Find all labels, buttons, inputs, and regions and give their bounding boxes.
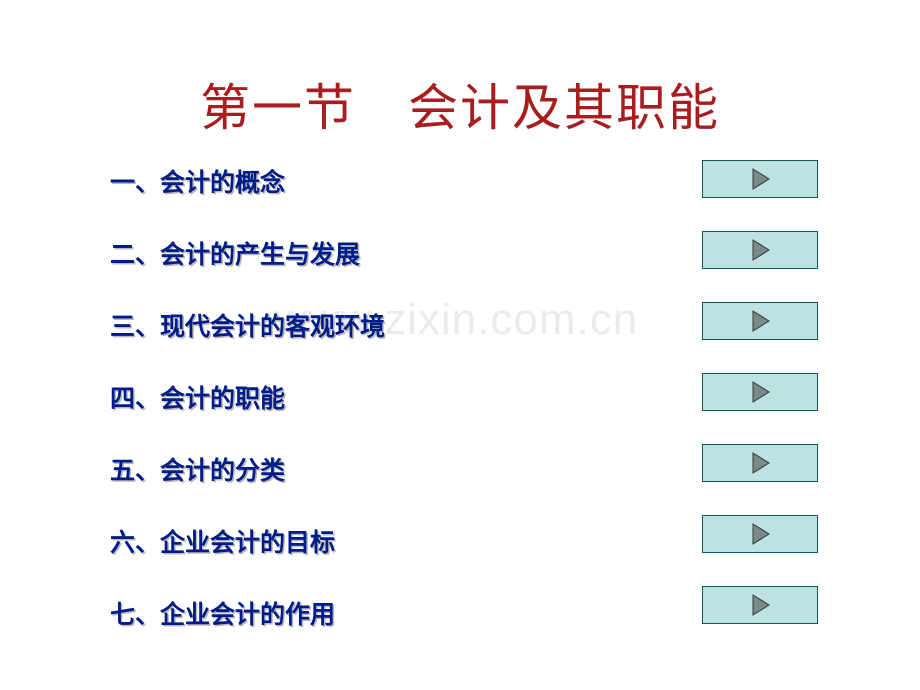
play-icon xyxy=(746,307,774,335)
play-icon xyxy=(746,236,774,264)
play-icon xyxy=(746,449,774,477)
nav-button[interactable] xyxy=(702,160,818,198)
slide-title: 第一节 会计及其职能 xyxy=(0,0,920,140)
play-icon xyxy=(746,378,774,406)
play-icon xyxy=(746,165,774,193)
play-icon xyxy=(746,591,774,619)
list-item: 二、会计的产生与发展 xyxy=(110,236,385,270)
list-item: 五、会计的分类 xyxy=(110,452,385,486)
item-label: 四、会计的职能 xyxy=(110,379,285,415)
item-label: 一、会计的概念 xyxy=(110,163,285,199)
list-item: 四、会计的职能 xyxy=(110,380,385,414)
item-label: 七、企业会计的作用 xyxy=(110,595,335,631)
list-item: 三、现代会计的客观环境 xyxy=(110,308,385,342)
item-label: 三、现代会计的客观环境 xyxy=(110,307,385,343)
toc-list: 一、会计的概念 二、会计的产生与发展 三、现代会计的客观环境 四、会计的职能 五… xyxy=(110,164,385,668)
item-label: 五、会计的分类 xyxy=(110,451,285,487)
item-label: 六、企业会计的目标 xyxy=(110,523,335,559)
nav-button[interactable] xyxy=(702,231,818,269)
list-item: 七、企业会计的作用 xyxy=(110,596,385,630)
nav-button[interactable] xyxy=(702,373,818,411)
item-label: 二、会计的产生与发展 xyxy=(110,235,360,271)
nav-button[interactable] xyxy=(702,302,818,340)
nav-button[interactable] xyxy=(702,515,818,553)
list-item: 一、会计的概念 xyxy=(110,164,385,198)
list-item: 六、企业会计的目标 xyxy=(110,524,385,558)
nav-button[interactable] xyxy=(702,586,818,624)
play-icon xyxy=(746,520,774,548)
nav-button-column xyxy=(702,160,818,657)
nav-button[interactable] xyxy=(702,444,818,482)
